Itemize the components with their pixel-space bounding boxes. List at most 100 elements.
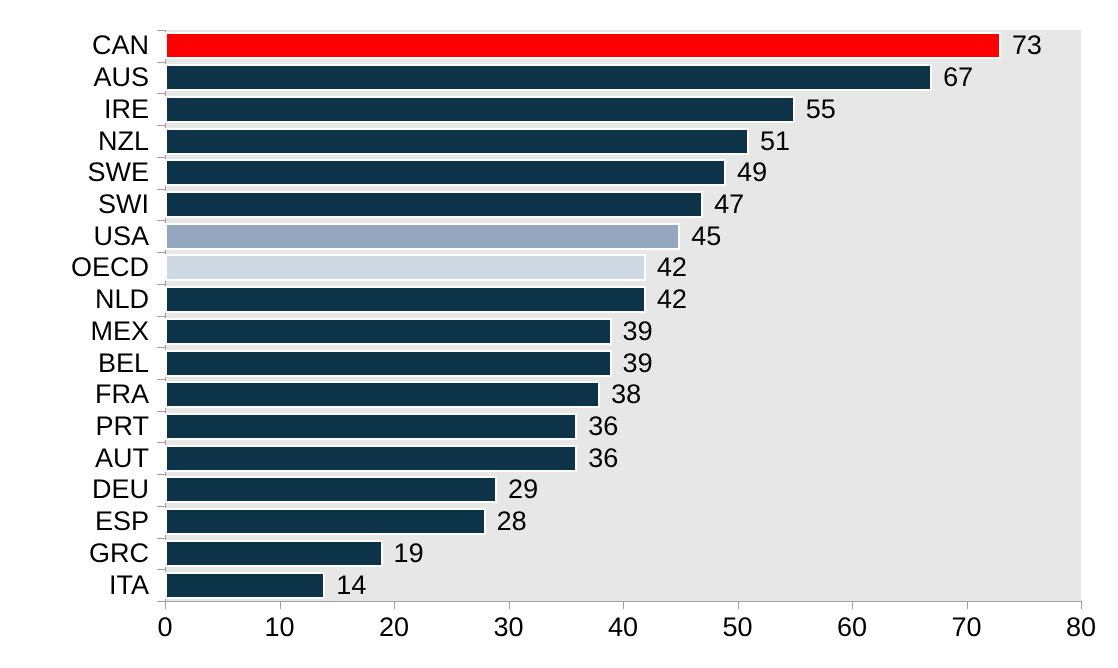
- x-axis-tick: [394, 602, 395, 609]
- bar-row: 39: [165, 347, 1081, 379]
- category-label: MEX: [90, 315, 149, 346]
- category-label: CAN: [91, 30, 149, 61]
- bar: [165, 571, 326, 599]
- bar-row: 42: [165, 252, 1081, 284]
- bar-row: 51: [165, 125, 1081, 157]
- bar: [165, 95, 795, 123]
- y-axis-tick: [157, 188, 165, 190]
- x-tick-label: 70: [951, 612, 982, 642]
- bar: [165, 508, 486, 536]
- y-axis-tick: [157, 61, 165, 63]
- bar-value-label: 73: [1011, 30, 1042, 61]
- y-axis-tick: [157, 252, 165, 254]
- bar-row: 39: [165, 316, 1081, 348]
- x-axis-tick: [165, 602, 166, 609]
- y-axis-tick: [157, 378, 165, 380]
- bar: [165, 349, 612, 377]
- bar-value-label: 42: [656, 252, 687, 283]
- x-tick-label: 50: [722, 612, 753, 642]
- bar-row: 36: [165, 411, 1081, 443]
- category-label: USA: [93, 220, 149, 251]
- bar-value-label: 47: [714, 188, 745, 219]
- x-tick-label: 60: [836, 612, 868, 642]
- bar-row: 55: [165, 93, 1081, 125]
- x-axis-tick: [508, 602, 510, 609]
- category-label: ESP: [94, 506, 149, 537]
- category-label: FRA: [95, 379, 149, 410]
- category-label: AUS: [93, 62, 149, 93]
- y-axis-labels: CAN AUS IRE NZL SWE SWI USA OECD NLD MEX BEL FRA PRT…: [0, 30, 149, 601]
- bar-value-label: 55: [805, 93, 836, 124]
- bar-value-label: 36: [588, 442, 619, 473]
- x-tick-label: 20: [378, 612, 410, 642]
- bar: [165, 127, 749, 155]
- y-axis-tick: [157, 30, 165, 31]
- y-axis-tick: [157, 315, 165, 317]
- category-label: BEL: [97, 347, 149, 378]
- bar-row: 29: [165, 474, 1081, 506]
- bar-value-label: 28: [496, 506, 527, 537]
- x-tick-label: 40: [607, 612, 639, 642]
- bar-value-label: 42: [656, 284, 687, 315]
- y-axis-tick: [157, 537, 165, 539]
- bar-row: 42: [165, 284, 1081, 316]
- category-label: PRT: [95, 411, 149, 442]
- bar: [165, 476, 498, 504]
- x-tick-label: 30: [493, 612, 524, 642]
- bar: [165, 444, 578, 472]
- bar: [165, 539, 383, 567]
- plot-area: 73 67 55 51 49 47 45 42 42 39 39 38 36 36 29 28 19 14: [165, 30, 1081, 601]
- category-label: NLD: [94, 284, 149, 315]
- bar-value-label: 19: [393, 537, 424, 568]
- y-axis-tick: [157, 125, 165, 127]
- x-axis-tick: [623, 602, 624, 609]
- y-axis-tick: [157, 569, 165, 571]
- bar: [165, 286, 646, 314]
- x-tick-label: 80: [1065, 612, 1097, 642]
- y-axis-tick: [157, 474, 165, 476]
- bar: [165, 64, 933, 92]
- bar-row: 19: [165, 538, 1081, 570]
- bar-value-label: 39: [622, 347, 653, 378]
- category-label: DEU: [91, 474, 149, 505]
- y-axis-tick: [157, 156, 165, 158]
- bar: [165, 381, 601, 409]
- category-label: GRC: [89, 537, 149, 568]
- category-label: AUT: [95, 442, 149, 473]
- y-axis-tick: [157, 442, 165, 444]
- bar-row: 14: [165, 569, 1081, 601]
- bar-row: 49: [165, 157, 1081, 189]
- y-axis-tick: [157, 347, 165, 349]
- y-axis-tick: [157, 93, 165, 95]
- x-axis-tick: [279, 602, 281, 609]
- y-axis-tick: [157, 220, 165, 222]
- bar-value-label: 38: [611, 379, 642, 410]
- bar-value-label: 29: [508, 474, 539, 505]
- bar: [165, 317, 612, 345]
- bar-row: 38: [165, 379, 1081, 411]
- bar-value-label: 39: [622, 315, 653, 346]
- y-axis-tick: [157, 283, 165, 285]
- y-axis-tick: [157, 601, 165, 602]
- y-axis-tick: [157, 410, 165, 412]
- x-axis-tick: [1081, 602, 1082, 609]
- x-tick-label: 10: [264, 612, 295, 642]
- bar-value-label: 14: [336, 569, 367, 600]
- bar: [165, 159, 727, 187]
- x-axis-tick: [737, 602, 739, 609]
- bar-value-label: 45: [691, 220, 722, 251]
- bar-row: 36: [165, 442, 1081, 474]
- bar-value-label: 67: [943, 62, 974, 93]
- bar-row: 67: [165, 62, 1081, 94]
- bar: [165, 190, 704, 218]
- category-label: NZL: [97, 125, 149, 156]
- bar-row: 45: [165, 220, 1081, 252]
- bar: [165, 413, 578, 441]
- x-axis-tick: [852, 602, 853, 609]
- bar-row: 28: [165, 506, 1081, 538]
- category-label: IRE: [103, 93, 149, 124]
- bar: [165, 222, 681, 250]
- x-axis-line: [165, 601, 1082, 602]
- y-axis-tick: [157, 505, 165, 507]
